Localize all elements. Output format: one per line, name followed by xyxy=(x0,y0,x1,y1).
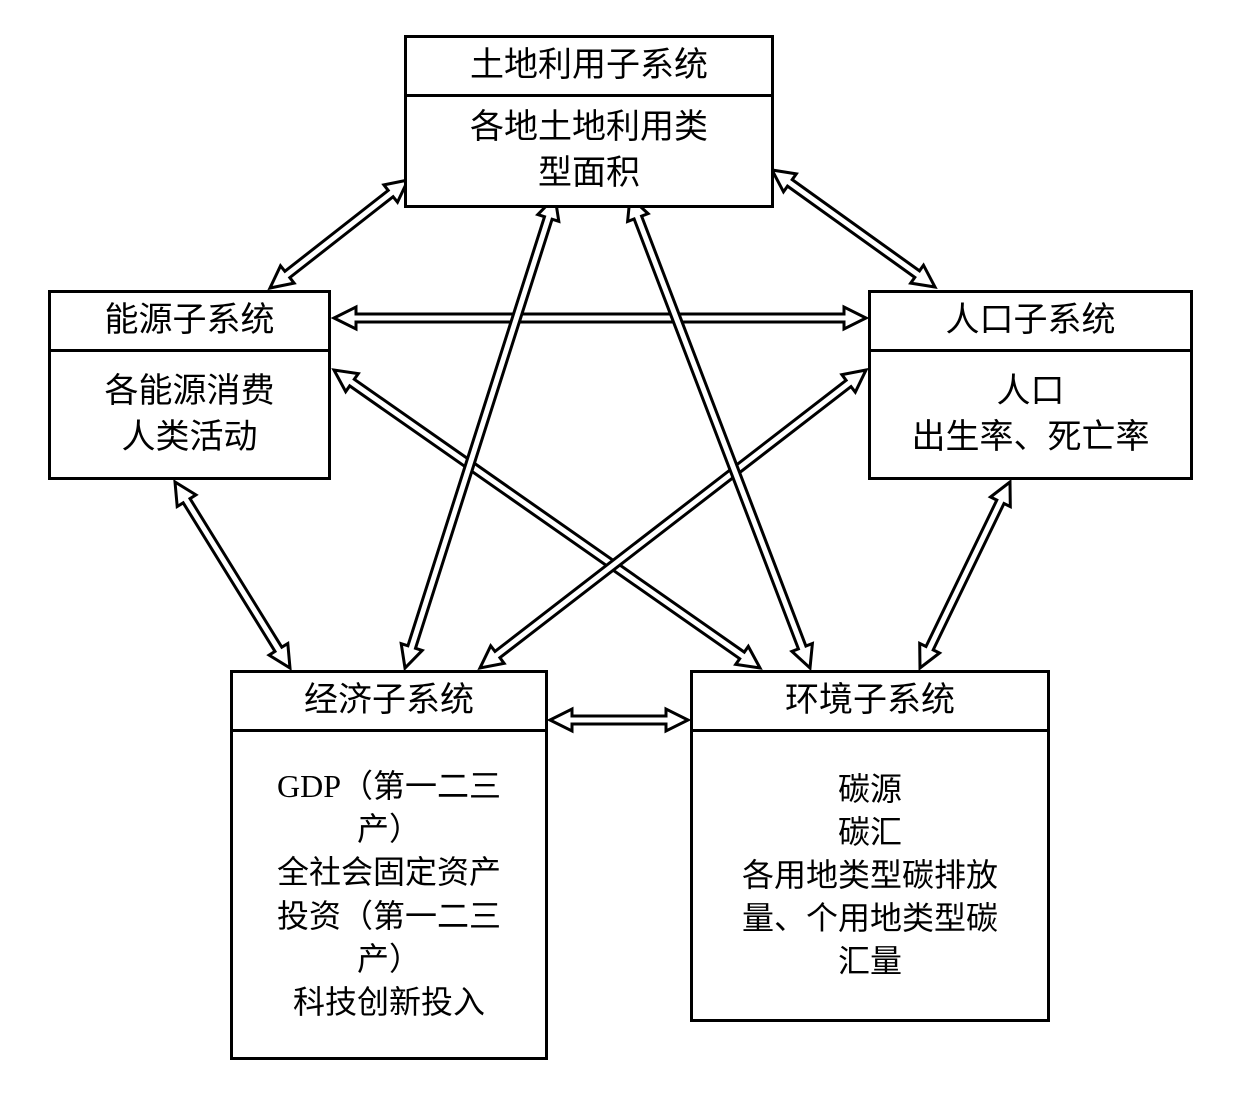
edge-land-population xyxy=(772,170,935,287)
node-economy-body-line: GDP（第一二三 xyxy=(237,765,541,808)
node-economy-body-line: 投资（第一二三 xyxy=(237,895,541,938)
node-land-body: 各地土地利用类型面积 xyxy=(407,97,771,205)
node-land-body-line: 各地土地利用类 xyxy=(411,105,767,151)
node-energy: 能源子系统各能源消费人类活动 xyxy=(48,290,331,480)
edge-land-environment xyxy=(628,197,813,668)
node-economy-title: 经济子系统 xyxy=(233,673,545,732)
node-economy-body-line: 产） xyxy=(237,938,541,981)
edge-population-economy xyxy=(480,370,866,668)
node-environment-body-line: 量、个用地类型碳 xyxy=(697,897,1043,940)
edge-economy-environment xyxy=(550,709,688,731)
edge-population-environment xyxy=(920,482,1011,668)
node-energy-body-line: 人类活动 xyxy=(55,415,324,461)
node-population: 人口子系统人口出生率、死亡率 xyxy=(868,290,1193,480)
node-energy-title: 能源子系统 xyxy=(51,293,328,352)
node-environment-body: 碳源碳汇各用地类型碳排放量、个用地类型碳汇量 xyxy=(693,732,1047,1019)
node-energy-body: 各能源消费人类活动 xyxy=(51,352,328,477)
node-population-body-line: 人口 xyxy=(875,369,1186,415)
edge-energy-environment xyxy=(334,370,760,668)
node-economy-body-line: 全社会固定资产 xyxy=(237,851,541,894)
node-economy-body-line: 产） xyxy=(237,808,541,851)
node-population-body: 人口出生率、死亡率 xyxy=(871,352,1190,477)
node-environment-title: 环境子系统 xyxy=(693,673,1047,732)
edge-land-economy xyxy=(401,197,559,668)
node-land: 土地利用子系统各地土地利用类型面积 xyxy=(404,35,774,208)
node-land-body-line: 型面积 xyxy=(411,151,767,197)
edge-energy-economy xyxy=(175,482,290,668)
node-environment-body-line: 碳汇 xyxy=(697,811,1043,854)
node-economy-body-line: 科技创新投入 xyxy=(237,981,541,1024)
node-land-title: 土地利用子系统 xyxy=(407,38,771,97)
edge-energy-population xyxy=(334,307,866,329)
edge-land-energy xyxy=(270,180,408,288)
node-environment: 环境子系统碳源碳汇各用地类型碳排放量、个用地类型碳汇量 xyxy=(690,670,1050,1022)
node-economy: 经济子系统GDP（第一二三产）全社会固定资产投资（第一二三产）科技创新投入 xyxy=(230,670,548,1060)
node-economy-body: GDP（第一二三产）全社会固定资产投资（第一二三产）科技创新投入 xyxy=(233,732,545,1057)
node-population-title: 人口子系统 xyxy=(871,293,1190,352)
node-energy-body-line: 各能源消费 xyxy=(55,369,324,415)
node-environment-body-line: 各用地类型碳排放 xyxy=(697,854,1043,897)
node-population-body-line: 出生率、死亡率 xyxy=(875,415,1186,461)
node-environment-body-line: 汇量 xyxy=(697,940,1043,983)
node-environment-body-line: 碳源 xyxy=(697,768,1043,811)
system-diagram: 土地利用子系统各地土地利用类型面积能源子系统各能源消费人类活动人口子系统人口出生… xyxy=(0,0,1240,1109)
